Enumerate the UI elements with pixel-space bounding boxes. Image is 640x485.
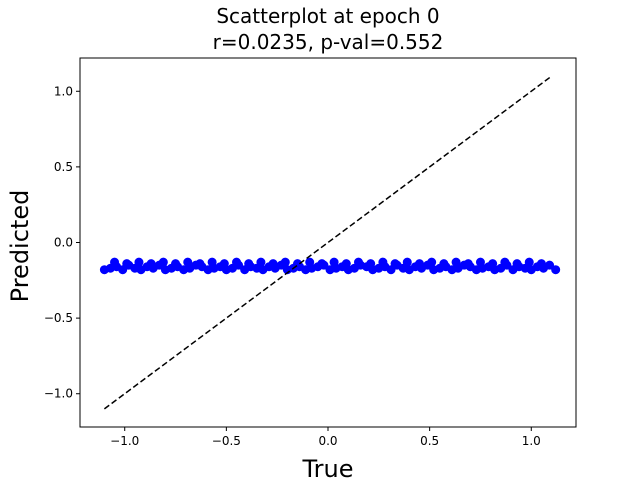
y-tick-label: 0.0 (54, 236, 73, 250)
reference-line-layer (103, 75, 553, 410)
data-point (427, 257, 437, 267)
reference-line (103, 75, 553, 410)
x-axis-label: True (302, 455, 354, 480)
data-point (256, 257, 266, 267)
data-point (219, 259, 229, 269)
y-tick-label: 1.0 (54, 84, 73, 98)
data-point (329, 257, 339, 267)
data-point (463, 259, 473, 269)
data-point (414, 259, 424, 269)
data-point (524, 257, 534, 267)
x-axis-ticks: −1.0 −0.5 0.0 0.5 1.0 (110, 427, 541, 448)
data-point (158, 257, 168, 267)
y-tick-label: −1.0 (44, 387, 73, 401)
x-tick-label: −1.0 (110, 434, 139, 448)
data-point (451, 257, 461, 267)
data-point (402, 257, 412, 267)
data-point (207, 257, 217, 267)
data-point (551, 265, 561, 275)
points-layer (99, 257, 561, 275)
data-point (293, 259, 303, 269)
x-tick-label: 0.0 (318, 434, 337, 448)
data-point (366, 259, 376, 269)
y-tick-label: 0.5 (54, 160, 73, 174)
chart-subtitle: r=0.0235, p-val=0.552 (213, 30, 444, 54)
data-point (488, 259, 498, 269)
chart-title: Scatterplot at epoch 0 (216, 4, 439, 28)
data-point (244, 259, 254, 269)
x-tick-label: 1.0 (522, 434, 541, 448)
data-point (146, 259, 156, 269)
data-point (183, 257, 193, 267)
data-point (353, 257, 363, 267)
x-tick-label: −0.5 (212, 434, 241, 448)
y-axis-ticks: −1.0 −0.5 0.0 0.5 1.0 (44, 84, 80, 401)
data-point (475, 257, 485, 267)
data-point (195, 259, 205, 269)
data-point (439, 259, 449, 269)
x-tick-label: 0.5 (420, 434, 439, 448)
data-point (500, 257, 510, 267)
y-axis-label: Predicted (6, 190, 34, 303)
data-point (171, 259, 181, 269)
y-tick-label: −0.5 (44, 311, 73, 325)
data-point (268, 259, 278, 269)
data-point (134, 257, 144, 267)
data-point (110, 257, 120, 267)
data-point (232, 257, 242, 267)
data-point (305, 257, 315, 267)
data-point (512, 259, 522, 269)
data-point (317, 259, 327, 269)
data-point (390, 259, 400, 269)
data-point (280, 257, 290, 267)
data-point (378, 257, 388, 267)
data-point (536, 259, 546, 269)
data-point (341, 259, 351, 269)
data-point (122, 259, 132, 269)
